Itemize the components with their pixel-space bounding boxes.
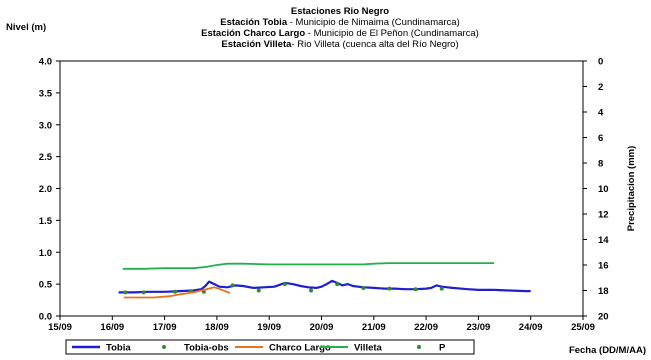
series-marker-tobia-obs [309,288,314,293]
legend-swatch [162,345,166,349]
y-right-tick-label: 8 [598,159,603,170]
title-line: Estación Villeta- Rio Villeta (cuenca al… [221,39,458,50]
y-left-tick-label: 1.5 [39,216,53,227]
y-axis-right-label: Precipitacion (mm) [626,146,637,232]
y-left-tick-label: 2.0 [39,184,52,195]
y-left-tick-label: 0.0 [39,312,52,323]
x-tick-label: 17/09 [153,322,177,333]
title-line-bold: Estación Villeta [221,39,292,50]
x-tick-label: 20/09 [310,322,334,333]
title-line-bold: Estación Charco Largo [201,28,305,39]
x-tick-label: 21/09 [362,322,386,333]
legend-swatch [417,345,421,349]
series-marker-tobia-obs [173,289,178,294]
x-tick-label: 19/09 [257,322,281,333]
y-axis-right: 0 2 4 6 8 10 12 14 16 18 20 [583,57,609,323]
legend-label: Tobia [106,343,131,354]
y-left-tick-label: 4.0 [39,57,52,68]
series-marker-tobia-obs [413,287,418,292]
legend-label: Charco Largo [269,343,331,354]
series-marker-tobia-obs [256,288,261,293]
plot-area [59,60,584,317]
series-marker-tobia-obs [141,290,146,295]
series-marker-tobia-obs [439,286,444,291]
y-right-tick-label: 0 [598,57,603,68]
legend: Tobia Tobia-obs Charco Largo Villeta P [65,339,475,355]
title-line-normal: - Rio Villeta (cuenca alta del Río Negro… [291,39,458,50]
y-right-tick-label: 18 [598,286,609,297]
series-marker-tobia-obs [123,290,128,295]
y-right-tick-label: 20 [598,312,609,323]
y-axis-left: 0.0 0.5 1.0 1.5 2.0 2.5 3.0 3.5 4.0 [39,57,60,323]
x-tick-label: 24/09 [519,322,543,333]
x-axis: 15/09 16/09 17/09 18/09 19/09 20/09 21/09 22/09… [48,316,595,333]
title-line-bold: Estación Tobia [220,17,288,28]
title-line: Estaciones Rio Negro [291,6,389,17]
title-line: Estación Tobia - Municipio de Nimaima (C… [220,17,460,28]
y-right-tick-label: 2 [598,82,603,93]
legend-label: Tobia-obs [184,343,229,354]
y-left-tick-label: 2.5 [39,152,53,163]
y-right-tick-label: 14 [598,235,609,246]
x-tick-label: 18/09 [205,322,229,333]
series-line-villeta [122,262,495,270]
series-layer [118,262,531,299]
y-left-tick-label: 3.0 [39,120,52,131]
title-line: Estación Charco Largo - Municipio de El … [201,28,479,39]
x-tick-label: 15/09 [48,322,72,333]
series-marker-tobia-obs [335,282,340,287]
title-line-bold: Estaciones Rio Negro [291,6,389,17]
y-right-tick-label: 12 [598,210,609,221]
series-marker-tobia-obs [230,283,235,288]
series-marker-tobia-obs [282,282,287,287]
y-left-tick-label: 3.5 [39,88,53,99]
series-marker-tobia-obs [361,285,366,290]
x-tick-label: 22/09 [414,322,438,333]
x-tick-label: 23/09 [467,322,491,333]
x-tick-label: 16/09 [100,322,124,333]
series-marker-tobia-obs [387,286,392,291]
series-line-tobia [118,279,531,294]
series-line-charco-largo [123,286,231,299]
x-tick-label: 25/09 [571,322,595,333]
y-right-tick-label: 4 [598,108,604,119]
title-line-normal: - Municipio de El Peñon (Cundinamarca) [305,28,479,39]
y-axis-left-label: Nivel (m) [6,22,46,33]
legend-label: Villeta [354,343,383,354]
y-left-tick-label: 0.5 [39,280,53,291]
y-right-tick-label: 10 [598,184,609,195]
legend-box [65,339,475,355]
legend-label: P [439,343,446,354]
title-line-normal: - Municipio de Nimaima (Cundinamarca) [287,17,460,28]
y-right-tick-label: 16 [598,261,609,272]
y-right-tick-label: 6 [598,133,603,144]
y-left-tick-label: 1.0 [39,248,52,259]
x-axis-label: Fecha (DD/M/AA) [569,345,646,356]
